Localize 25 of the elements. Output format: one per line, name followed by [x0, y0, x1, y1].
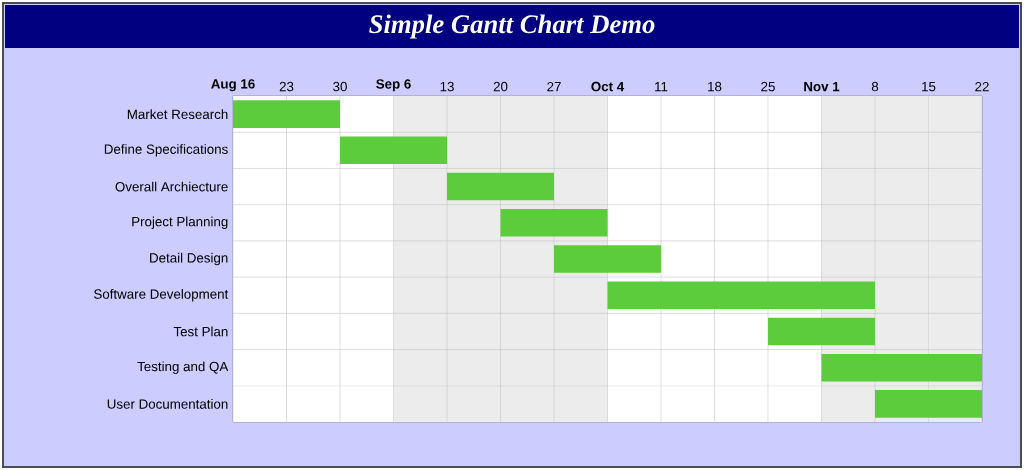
x-tick-label: 18 [708, 81, 722, 92]
x-tick-label: 30 [333, 81, 347, 92]
y-tick-label: User Documentation [107, 398, 228, 409]
y-tick-label: Project Planning [132, 216, 228, 229]
x-tick-label: Nov 1 [804, 81, 840, 92]
y-tick-label: Detail Design [150, 252, 228, 266]
x-tick-label: Sep 6 [376, 79, 411, 92]
y-tick-label: Define Specifications [104, 144, 228, 157]
x-tick-label: 8 [871, 81, 879, 92]
y-tick-label: Testing and QA [137, 361, 229, 374]
x-tick-label: 23 [279, 81, 294, 92]
x-tick-label: 25 [761, 81, 775, 92]
y-tick-label: Test Plan [173, 326, 228, 337]
x-tick-label: 13 [440, 81, 454, 92]
x-tick-label: 15 [922, 81, 936, 92]
chart-title: Simple Gantt Chart Demo [369, 14, 655, 39]
y-tick-label: Market Research [127, 109, 228, 120]
x-tick-label: 11 [655, 82, 668, 92]
y-tick-label: Software Development [94, 289, 229, 302]
x-tick-label: Aug 16 [211, 79, 255, 92]
x-tick-label: 22 [975, 81, 989, 92]
x-tick-label: 27 [547, 81, 561, 92]
x-tick-label: Oct 4 [591, 81, 625, 92]
y-tick-label: Overall Archiecture [115, 181, 228, 192]
x-tick-label: 20 [493, 81, 508, 92]
